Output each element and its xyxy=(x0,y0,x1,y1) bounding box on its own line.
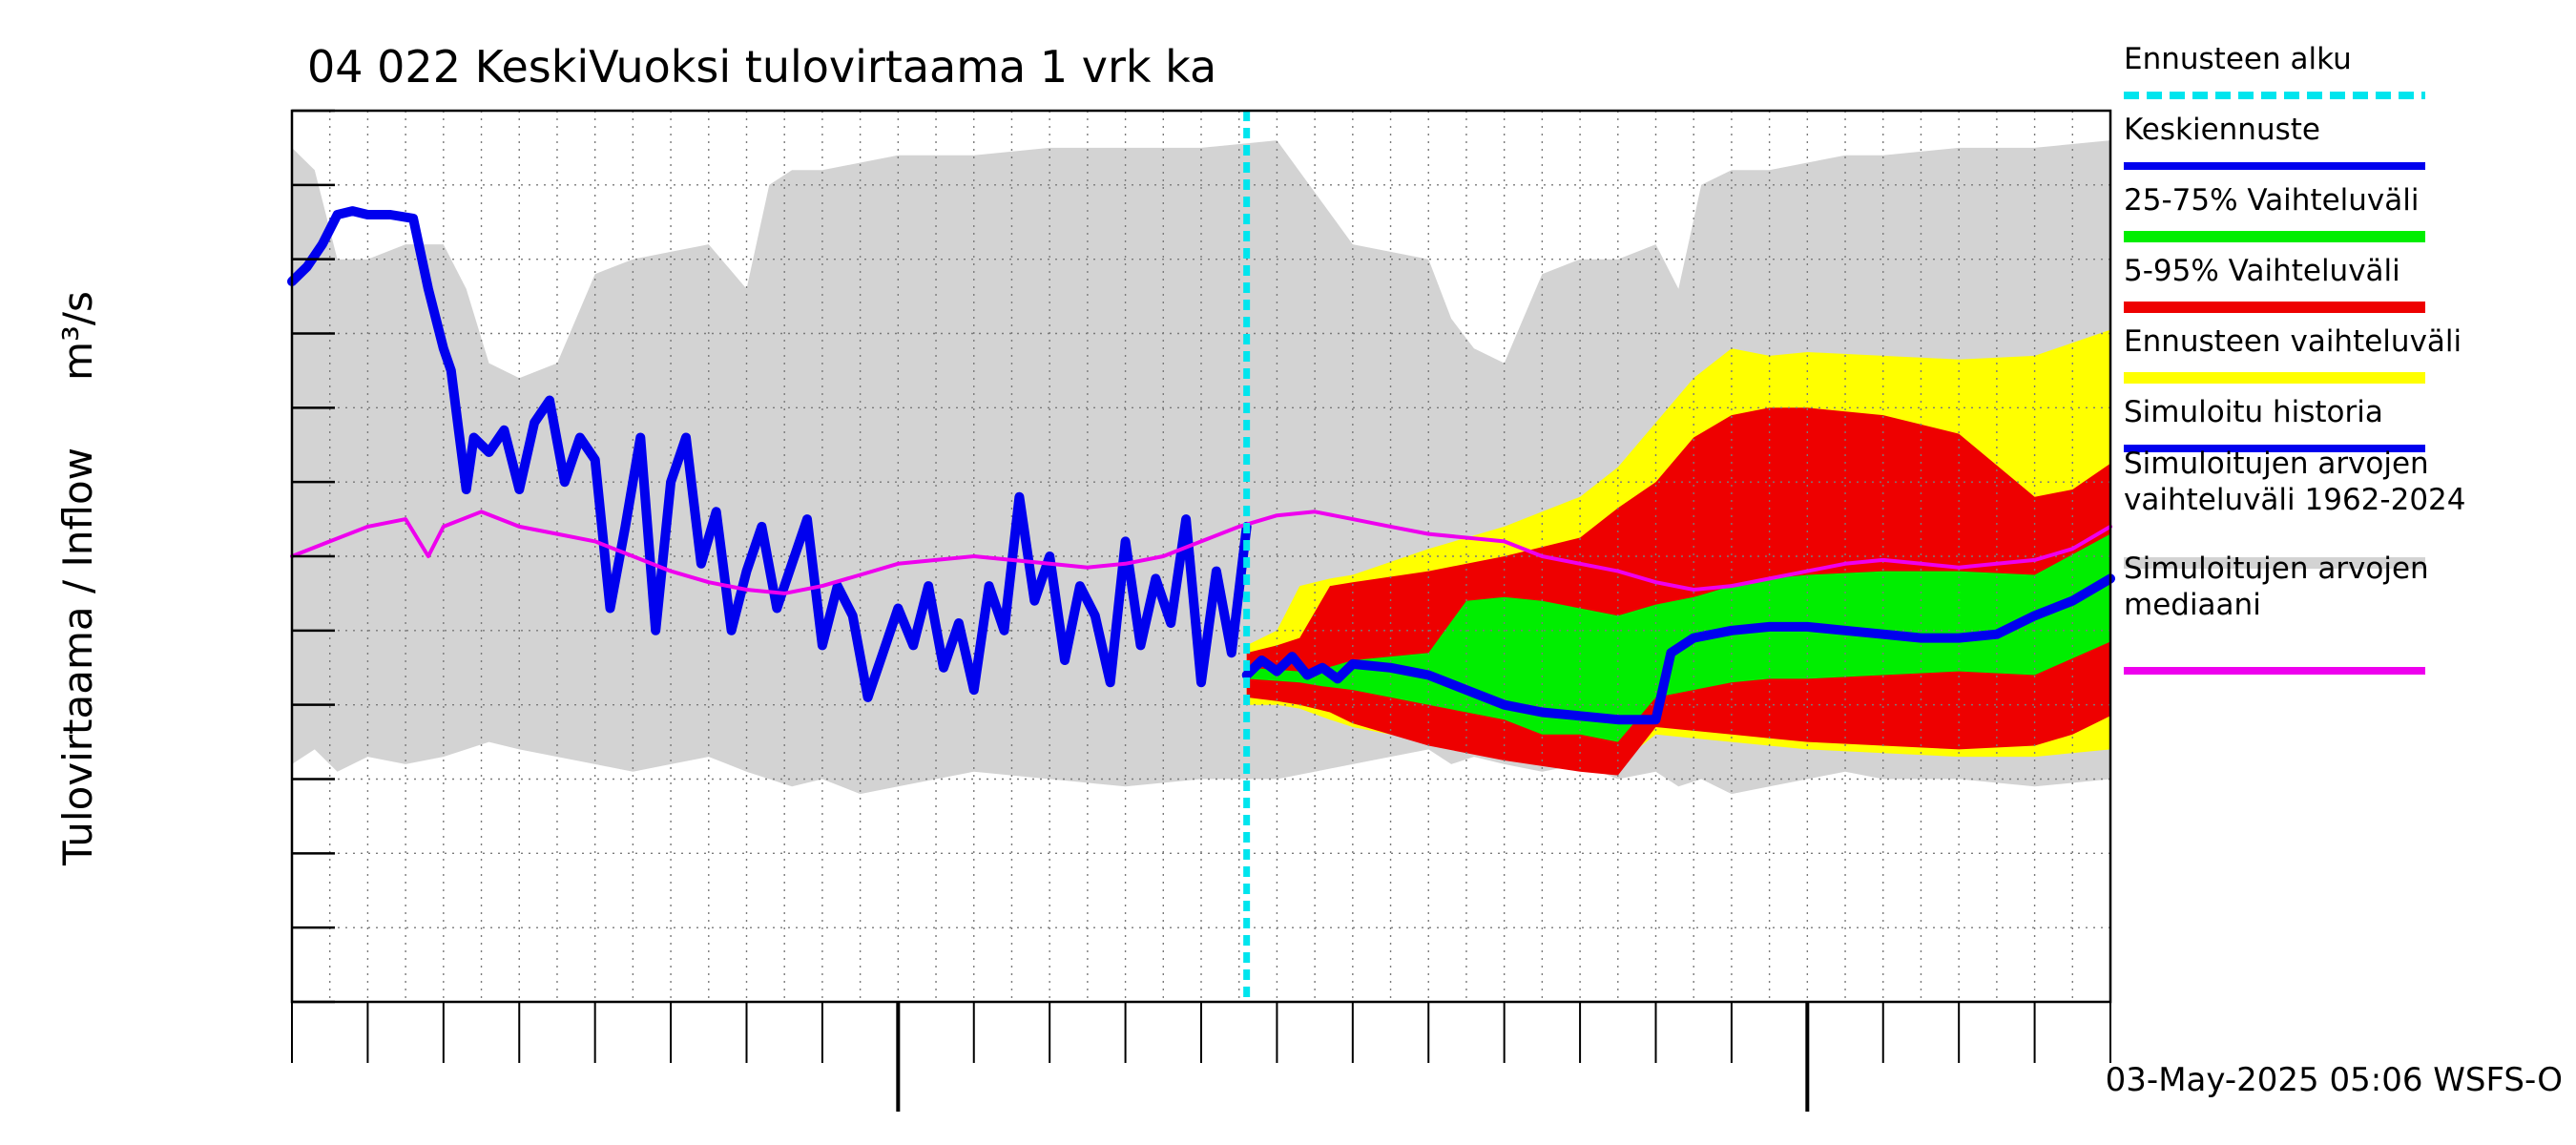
legend-label-line: Simuloitujen arvojen xyxy=(2124,552,2429,586)
grid-layer xyxy=(292,111,2110,1002)
series-line-6 xyxy=(290,510,2112,595)
chart-title: 04 022 KeskiVuoksi tulovirtaama 1 vrk ka xyxy=(307,41,1216,93)
legend-label: Keskiennuste xyxy=(2124,113,2320,147)
legend-label: 25-75% Vaihteluväli xyxy=(2124,183,2420,218)
legend-label-line: vaihteluväli 1962-2024 xyxy=(2124,483,2465,517)
legend-label: Ennusteen alku xyxy=(2124,42,2352,76)
legend: Ennusteen alku Keskiennuste 25-75% Vaihtel… xyxy=(2124,42,2465,675)
legend-label: Ennusteen vaihteluväli xyxy=(2124,324,2462,359)
y-axis-label: Tulovirtaama / Inflow xyxy=(54,448,101,866)
legend-label-line: mediaani xyxy=(2124,588,2261,622)
axes-layer xyxy=(291,109,2111,1112)
series-line-4 xyxy=(287,206,1252,702)
lines-layer xyxy=(287,206,2115,725)
legend-label: Simuloitujen arvojen mediaani xyxy=(2124,552,2429,622)
legend-label: Simuloitujen arvojen vaihteluväli 1962-20… xyxy=(2124,447,2465,517)
y-axis-unit: m³/s xyxy=(54,291,101,381)
footer-timestamp: 03-May-2025 05:06 WSFS-O xyxy=(2106,1061,2563,1099)
legend-label: Simuloitu historia xyxy=(2124,395,2383,429)
series-line-5 xyxy=(1241,573,2115,725)
legend-label-line: Simuloitujen arvojen xyxy=(2124,447,2429,481)
legend-label: 5-95% Vaihteluväli xyxy=(2124,254,2400,288)
